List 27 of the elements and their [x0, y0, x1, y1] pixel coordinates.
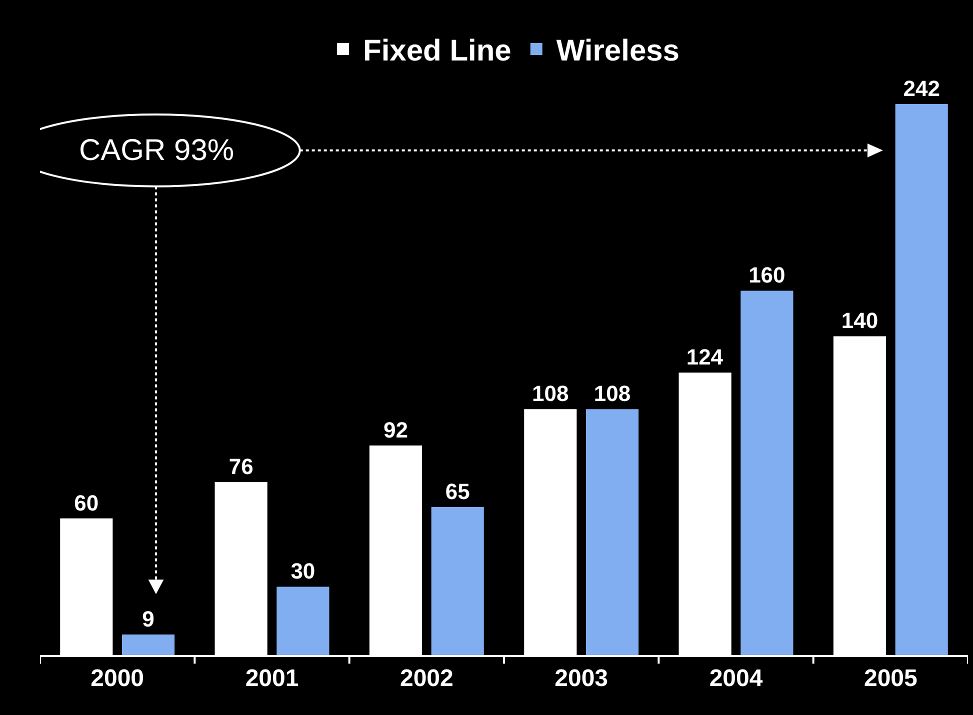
data-label: 65: [445, 479, 470, 504]
x-tick-label: 2000: [90, 664, 144, 692]
bar: [740, 290, 794, 655]
legend-label: Fixed Line: [363, 34, 512, 68]
bar: [586, 409, 639, 655]
legend-label: Wireless: [556, 34, 680, 68]
data-label: 30: [290, 558, 316, 584]
data-label: 242: [903, 76, 940, 101]
x-tick-label: 2002: [400, 664, 454, 692]
data-label: 160: [748, 262, 786, 288]
x-tick-label: 2004: [709, 664, 764, 692]
bar: [122, 634, 175, 655]
bar: [895, 104, 948, 655]
data-label: 108: [532, 381, 569, 406]
data-label: 92: [383, 418, 408, 443]
data-label: 9: [142, 606, 154, 632]
annotation: CAGR 93%: [79, 134, 234, 167]
bar: [276, 586, 330, 655]
x-tick-label: 2005: [864, 664, 918, 692]
data-label: 60: [74, 490, 99, 516]
x-tick-label: 2001: [245, 664, 299, 692]
data-label: 76: [228, 454, 254, 479]
bar: [431, 507, 484, 655]
data-label: 140: [841, 308, 878, 334]
data-label: 108: [594, 381, 631, 406]
x-tick-label: 2003: [554, 664, 608, 692]
data-label: 124: [686, 344, 724, 370]
